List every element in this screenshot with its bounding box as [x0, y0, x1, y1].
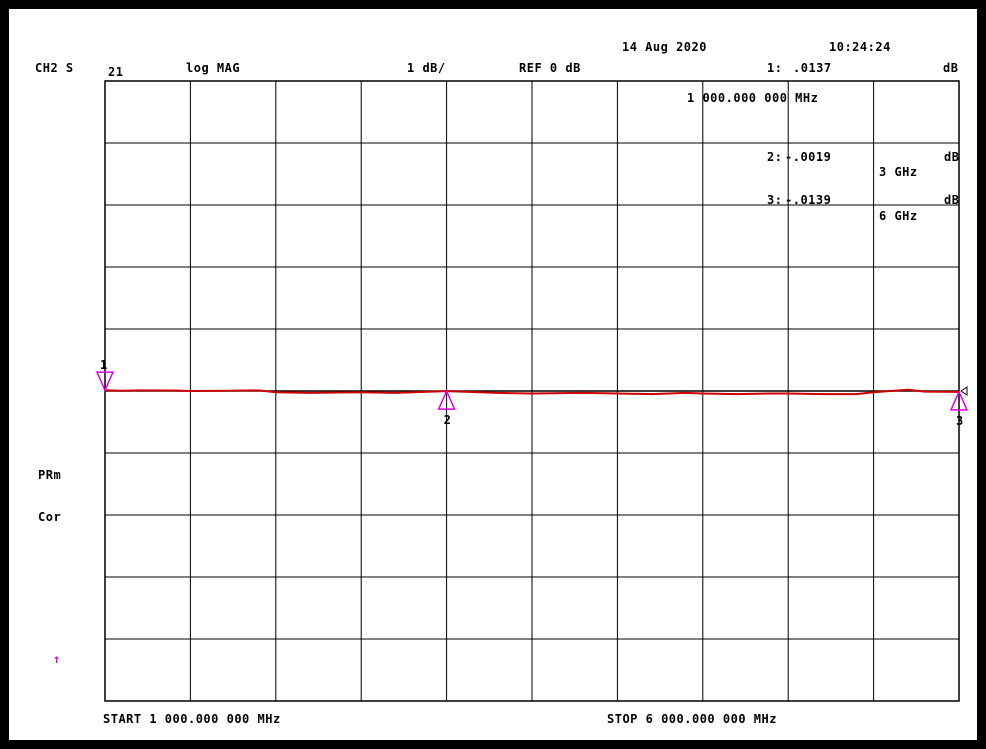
channel-label: CH2 S [35, 61, 74, 75]
trace-point [872, 391, 875, 394]
parameter-annotation: PRm [38, 468, 62, 482]
trace-point [821, 393, 824, 395]
reference-position-icon [960, 386, 968, 396]
marker-3-label: 3: [767, 193, 783, 207]
active-marker-unit: dB [943, 61, 959, 75]
trace-point [531, 392, 533, 395]
active-marker-value: .0137 [793, 61, 832, 75]
trace-point [616, 392, 619, 395]
trace-plot: 1 2 3 [95, 80, 969, 702]
analyzer-screen: 1 2 3 CH2 S 21 log MAG 1 dB/ REF 0 dB 14 A… [9, 9, 977, 740]
start-frequency-label: START 1 000.000 000 MHz [103, 712, 281, 726]
marker-3-number: 3 [956, 414, 963, 428]
reference-label: REF 0 dB [519, 61, 581, 75]
marker-2-triangle [437, 389, 456, 410]
trace-point [684, 392, 687, 394]
trace-point [770, 392, 772, 395]
trace-point [736, 393, 738, 395]
marker-1-number: 1 [100, 358, 107, 372]
marker-2-number: 2 [444, 413, 451, 427]
marker-1-triangle [95, 371, 115, 392]
trace-point [702, 392, 704, 395]
active-marker-frequency: 1 000.000 000 MHz [687, 91, 819, 105]
time-label: 10:24:24 [829, 40, 891, 54]
trace-point [394, 392, 397, 394]
reference-position-arrow-icon: ↑ [53, 652, 61, 666]
parameter-label: 21 [108, 65, 124, 79]
trace-point [360, 391, 363, 394]
trace-point [138, 389, 140, 392]
marker-3-unit: dB [944, 193, 960, 207]
trace-point [189, 390, 192, 392]
marker-3-triangle [949, 390, 969, 411]
trace-point [275, 391, 277, 394]
date-label: 14 Aug 2020 [622, 40, 707, 54]
marker-3-frequency: 6 GHz [879, 209, 918, 223]
marker-2-frequency: 3 GHz [879, 165, 918, 179]
marker-2-unit: dB [944, 150, 960, 164]
format-label: log MAG [186, 61, 241, 75]
correction-annotation: Cor [38, 510, 62, 524]
trace-point [650, 393, 653, 395]
trace-point [924, 390, 926, 393]
trace-point [223, 389, 226, 392]
active-marker-label: 1: [767, 61, 783, 75]
trace-point [855, 393, 858, 395]
trace-point [309, 392, 311, 394]
trace-point [906, 388, 909, 391]
marker-2-label: 2: [767, 150, 783, 164]
trace-point [257, 389, 260, 392]
trace-point [582, 392, 585, 394]
trace-point [497, 392, 499, 394]
marker-3-value: -.0139 [785, 193, 832, 207]
trace-point [121, 389, 123, 392]
scale-label: 1 dB/ [407, 61, 446, 75]
trace-point [787, 392, 789, 395]
trace-point [172, 389, 175, 392]
trace-line [104, 388, 960, 396]
marker-2-value: -.0019 [785, 150, 832, 164]
stop-frequency-label: STOP 6 000.000 000 MHz [607, 712, 777, 726]
